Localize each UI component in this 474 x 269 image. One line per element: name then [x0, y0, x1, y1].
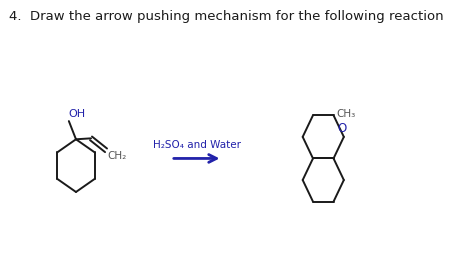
Text: OH: OH — [68, 109, 85, 119]
Text: 4.  Draw the arrow pushing mechanism for the following reaction: 4. Draw the arrow pushing mechanism for … — [9, 10, 443, 23]
Text: O: O — [337, 122, 346, 135]
Text: CH₂: CH₂ — [108, 151, 127, 161]
Text: CH₃: CH₃ — [337, 109, 356, 119]
Text: H₂SO₄ and Water: H₂SO₄ and Water — [153, 140, 241, 150]
